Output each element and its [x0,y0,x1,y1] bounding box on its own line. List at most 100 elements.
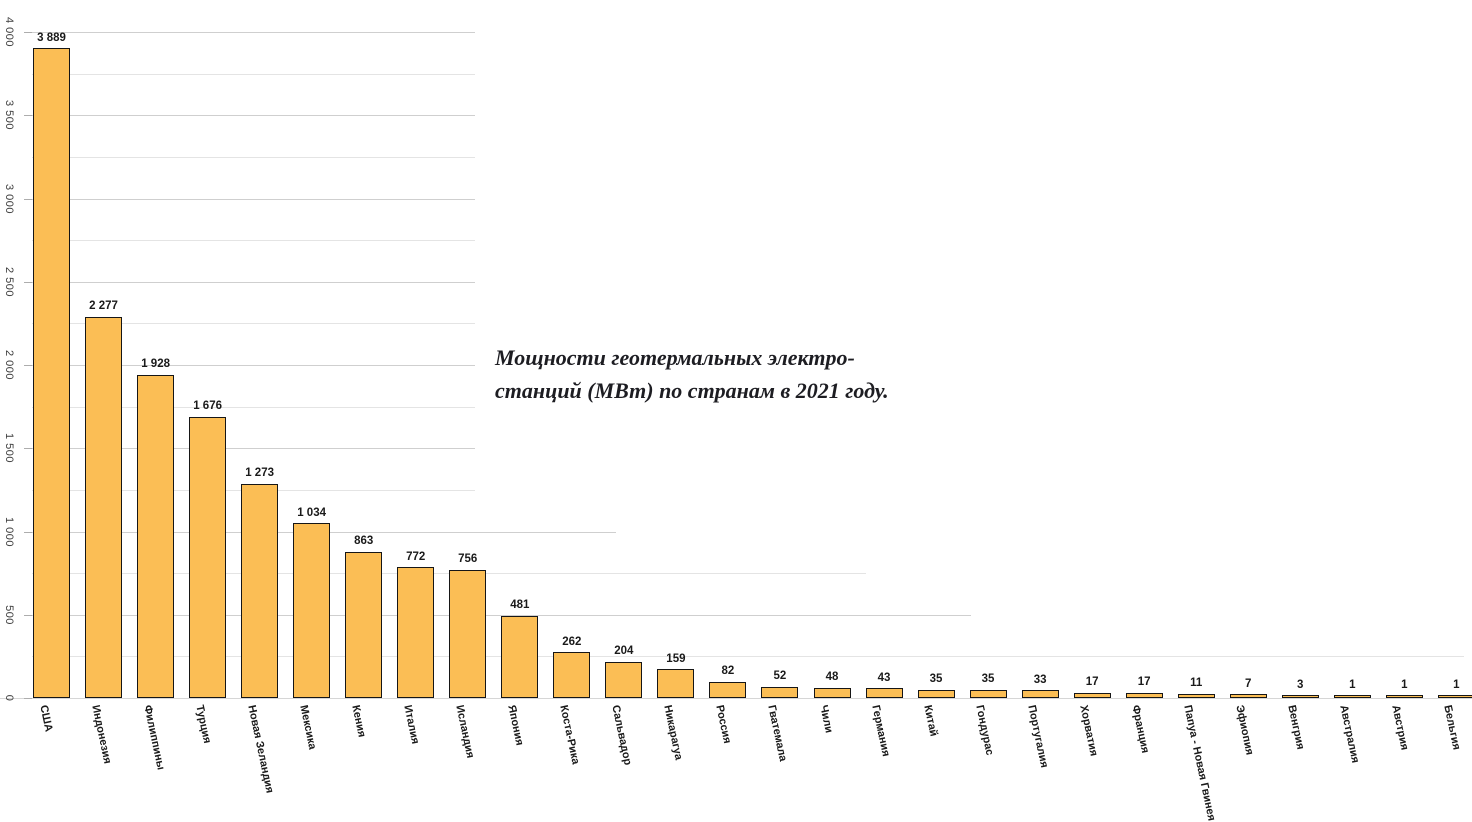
bar-value-label: 1 034 [297,506,326,519]
x-axis-label: Кения [348,704,368,739]
chart-title: Мощности геотермальных электро- станций … [495,342,935,407]
y-axis-tick [24,614,32,616]
bar-value-label: 756 [458,553,478,566]
gridline-minor [32,156,475,158]
bar [345,551,383,698]
x-axis-label: Китай [921,704,940,738]
y-axis-tick [24,32,32,33]
bar [813,687,851,698]
bar-value-label: 863 [354,535,374,548]
x-axis-label: Филиппины [140,704,167,772]
bar-value-label: 1 [1401,678,1408,691]
y-axis-tick-label: 1 000 [3,516,15,547]
bar-value-label: 204 [614,645,634,658]
x-axis-label: Гондурас [973,704,996,757]
gridline-minor [32,323,475,325]
y-axis-tick-label: 1 500 [3,433,15,464]
x-axis-label: Никарагуа [661,704,685,762]
bar [917,689,955,698]
x-axis-label: Папуа - Новая Гвинея [1181,704,1218,822]
y-axis-tick [24,365,32,366]
chart-title-line-2: станций (МВт) по странам в 2021 году. [495,377,889,403]
x-axis-label: Япония [505,704,526,747]
bar-value-label: 2 277 [89,300,118,312]
bar [969,689,1007,698]
bar [1281,695,1319,698]
bar [293,523,331,698]
bar [85,316,122,698]
bar-value-label: 7 [1244,677,1252,690]
chart-title-line-1: Мощности геотермальных электро- [495,345,855,370]
bar-value-label: 33 [1033,673,1047,686]
y-axis-tick-label: 500 [3,604,15,625]
y-axis-tick [24,281,32,283]
y-axis-tick [24,698,32,699]
y-axis-tick [24,531,32,533]
bar [1437,695,1472,698]
y-axis-tick-label: 2 000 [3,349,15,381]
bar [1385,695,1423,698]
y-axis-tick [24,115,32,117]
x-axis-label: Португалия [1025,704,1051,769]
x-axis-line [0,698,1472,700]
gridline-major [32,32,475,33]
bar [709,681,747,698]
gridline-major [32,614,971,616]
bar [1021,690,1059,698]
x-axis-label: Мексика [296,704,318,751]
x-axis-label: Исландия [452,704,476,760]
bar [397,567,435,698]
bar [1333,695,1371,698]
bar-value-label: 1 928 [141,358,170,371]
bar [501,615,539,698]
bar-value-label: 1 [1349,678,1356,691]
y-axis-tick [24,448,32,450]
bar [1229,694,1267,698]
bar-value-label: 17 [1137,676,1151,689]
x-axis-label: Италия [400,704,421,746]
x-axis-label: Франция [1129,704,1152,755]
bar [553,652,591,698]
bar-value-label: 262 [562,635,582,648]
bar-value-label: 1 [1453,678,1460,691]
x-axis-label: Австралия [1337,704,1362,765]
x-axis-label: Турция [192,704,213,745]
gridline-major [32,115,475,117]
y-axis-tick-label: 0 [3,694,15,702]
x-axis-label: Россия [713,704,734,745]
bar-value-label: 35 [981,673,995,686]
bar [657,669,695,698]
x-axis-label: Германия [869,704,892,758]
bar [605,661,643,698]
bar [189,416,227,698]
y-axis-tick-label: 3 000 [3,183,15,214]
bar [241,483,279,698]
x-axis-label: Новая Зеландия [244,704,276,795]
x-axis-label: Австрия [1389,704,1411,752]
gridline-minor [32,573,866,575]
gridline-minor [32,240,475,242]
bar-value-label: 52 [773,670,787,683]
bar-value-label: 159 [666,652,686,665]
bar [33,48,70,698]
y-axis-tick-label: 3 500 [3,100,15,131]
x-axis-label: Хорватия [1077,704,1100,758]
gridline-minor [32,656,1464,658]
bar-value-label: 772 [406,550,426,563]
x-axis-label: Сальвадор [609,704,634,767]
bar-value-label: 35 [929,673,943,686]
x-axis-label: Коста-Рика [557,704,582,766]
bar-value-label: 3 889 [37,31,66,44]
bar-value-label: 48 [825,671,839,684]
x-axis-label: Эфиопия [1233,704,1256,757]
bar-value-label: 17 [1085,676,1099,689]
gridline-major [32,281,475,283]
y-axis-tick-label: 4 000 [3,16,15,48]
gridline-major [32,448,475,450]
x-axis-label: Гватемала [765,704,789,763]
bar-value-label: 3 [1296,678,1304,691]
bar-value-label: 481 [510,599,530,611]
bar [1177,693,1215,698]
x-axis-label: Чили [817,704,835,735]
